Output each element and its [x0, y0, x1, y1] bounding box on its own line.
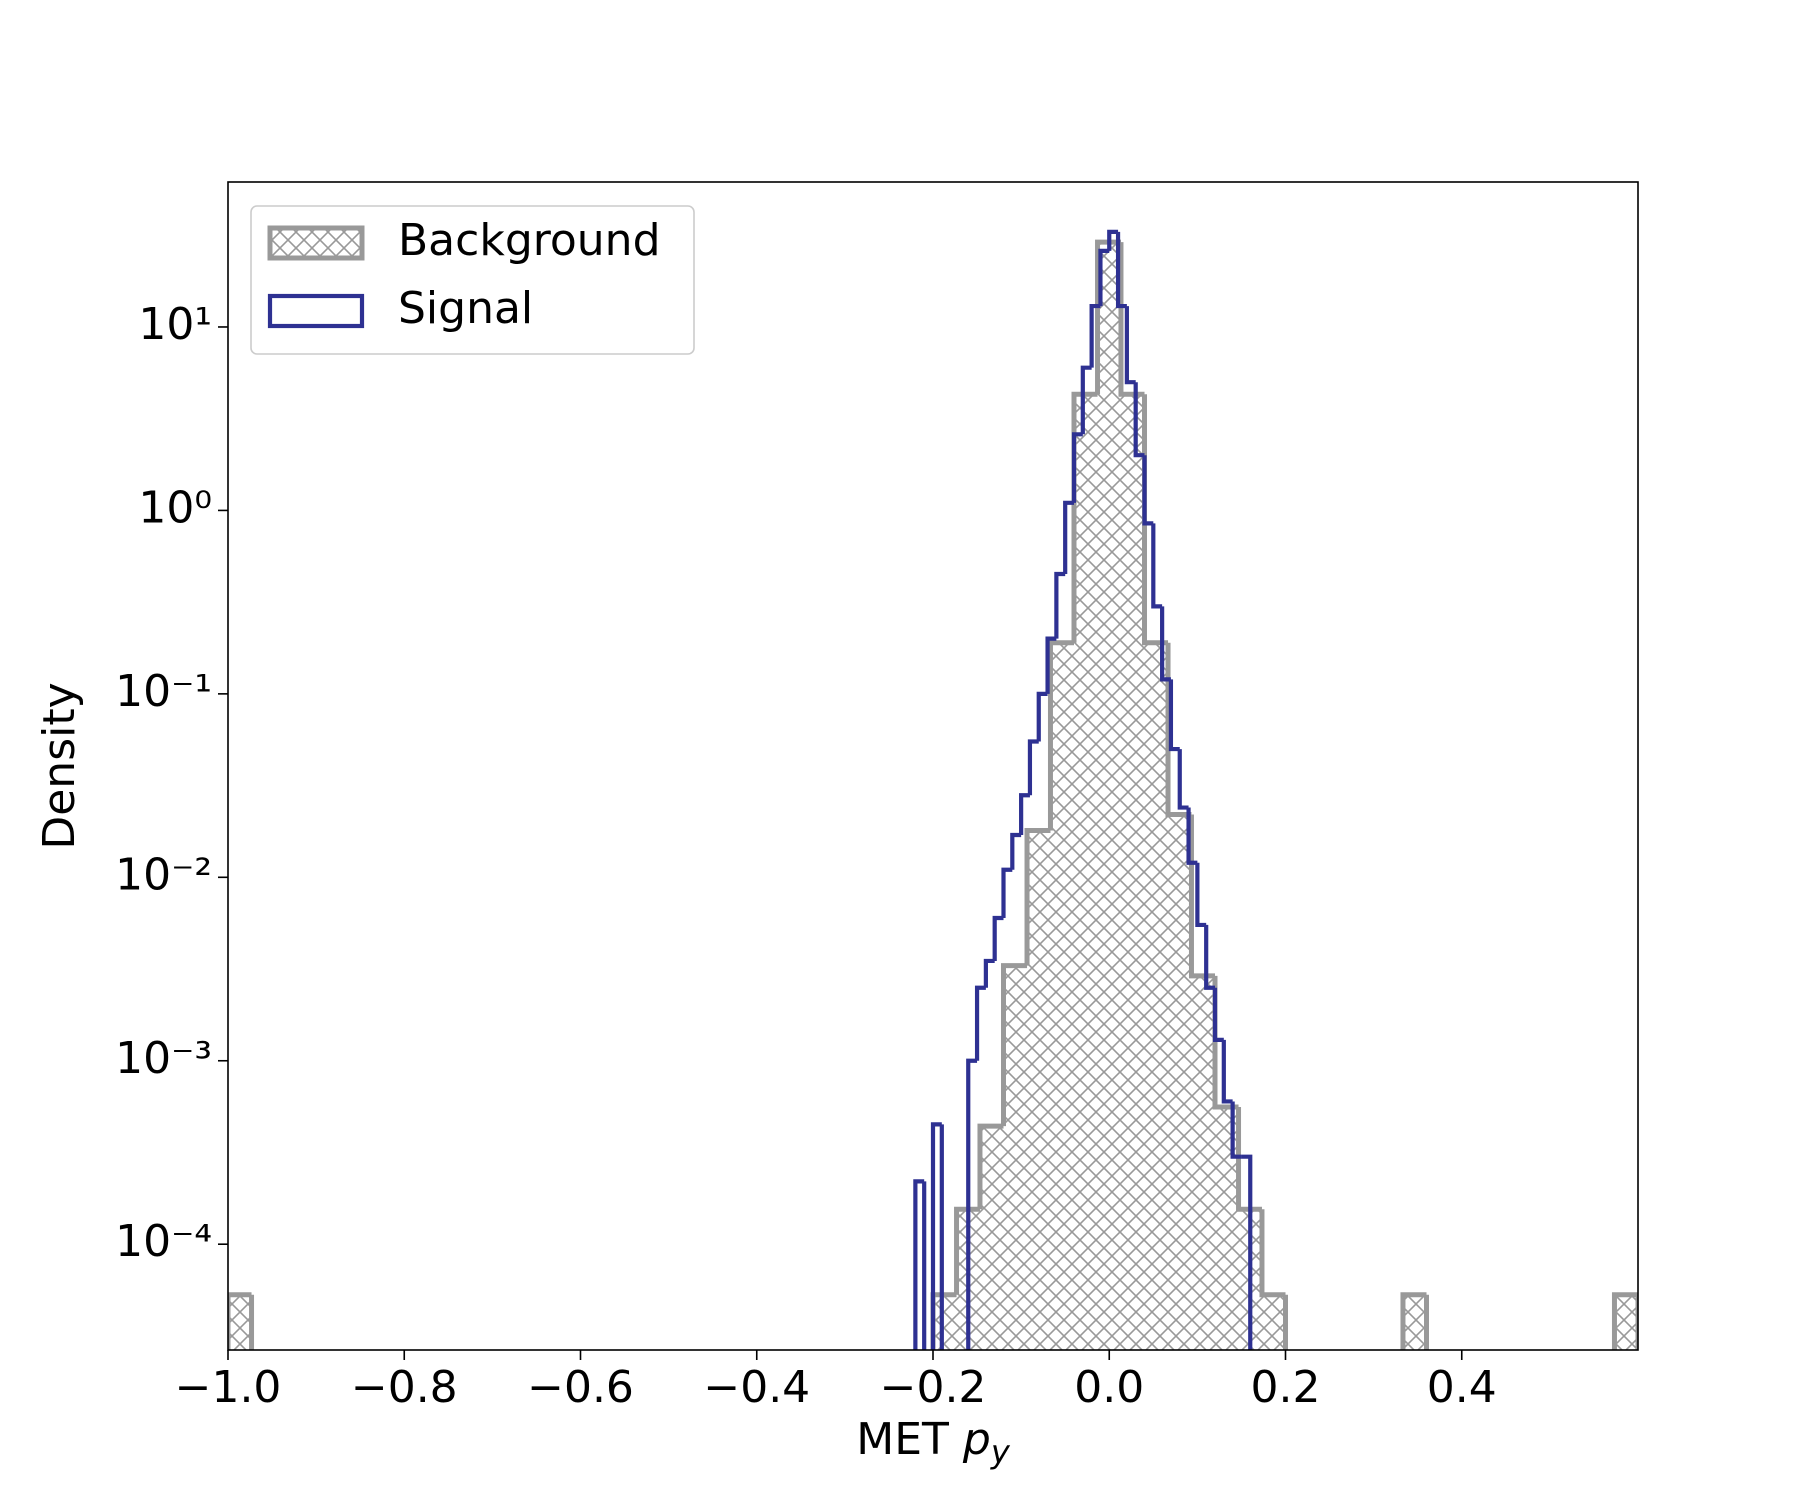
hist-step	[1611, 1292, 1638, 1350]
hist-bar-fill	[933, 1294, 957, 1350]
hist-step	[922, 1181, 927, 1350]
hist-step	[1089, 303, 1101, 368]
plot-area	[228, 229, 1638, 1350]
x-tick-label: −0.2	[880, 1362, 987, 1413]
hist-step	[1165, 642, 1192, 817]
y-tick-label: 10⁻²	[115, 849, 212, 900]
hist-bar-fill	[1144, 642, 1169, 1350]
hist-bar-fill	[228, 1294, 252, 1350]
hist-step	[228, 1292, 252, 1350]
hist-step	[1204, 924, 1215, 990]
hist-step	[1221, 1039, 1233, 1104]
hist-step	[1063, 500, 1074, 575]
hist-step	[1071, 391, 1098, 643]
hist-bar-fill	[1168, 814, 1192, 1350]
hist-bar-fill	[1097, 242, 1121, 1350]
x-tick-label: −0.8	[351, 1362, 458, 1413]
hist-step	[1098, 248, 1110, 307]
hist-step	[1001, 963, 1028, 1127]
legend-swatch	[267, 225, 365, 261]
hist-step	[1151, 523, 1163, 609]
hist-step	[1027, 739, 1039, 796]
hist-step	[954, 1206, 980, 1295]
hist-bar-fill	[1027, 830, 1051, 1350]
hist-step	[1283, 1294, 1288, 1350]
hist-step	[1115, 231, 1127, 309]
hist-step	[977, 1123, 1004, 1210]
hist-step	[1400, 1292, 1427, 1350]
hist-bar-fill	[1074, 394, 1098, 1350]
hist-step	[913, 1179, 925, 1350]
hist-step	[983, 958, 995, 988]
hist-step	[1010, 832, 1022, 870]
x-axis-label: MET py	[856, 1414, 1011, 1471]
hist-bar-fill	[1614, 1294, 1638, 1350]
x-tick-label: −0.6	[527, 1362, 634, 1413]
x-label-sub: y	[990, 1433, 1011, 1471]
hist-step	[1177, 749, 1189, 810]
x-tick-label: 0.4	[1427, 1362, 1497, 1413]
x-tick-label: 0.2	[1251, 1362, 1321, 1413]
hist-step	[974, 985, 986, 1061]
hist-step	[1045, 636, 1057, 694]
x-tick-label: 0.0	[1074, 1362, 1144, 1413]
x-tick-label: −1.0	[175, 1362, 282, 1413]
y-tick-label: 10⁻¹	[115, 666, 212, 717]
hist-step	[930, 1122, 942, 1350]
hist-step	[1071, 432, 1083, 503]
hist-step	[1212, 987, 1224, 1042]
hist-step	[1080, 365, 1092, 435]
legend-label: Signal	[398, 283, 533, 334]
hist-step	[1168, 679, 1180, 752]
hist-step	[249, 1294, 255, 1350]
x-label-main: MET	[856, 1414, 963, 1465]
hist-step	[1036, 691, 1048, 742]
hist-step	[939, 1124, 944, 1350]
hist-bar-fill	[979, 1126, 1004, 1350]
hist-step	[1195, 862, 1207, 928]
hist-bar-fill	[1402, 1294, 1427, 1350]
hist-step	[1047, 640, 1074, 831]
hist-step	[1095, 239, 1121, 395]
hist-step	[1124, 306, 1136, 385]
hist-step	[966, 1058, 978, 1350]
hist-step	[992, 915, 1004, 961]
y-tick-label: 10⁰	[138, 482, 212, 533]
y-axis-label: Density	[34, 682, 85, 849]
hist-bar-fill	[1215, 1106, 1239, 1350]
hist-step	[1142, 455, 1154, 526]
hist-step	[1001, 867, 1013, 919]
x-tick-label: −0.4	[703, 1362, 810, 1413]
hist-bar-fill	[1191, 975, 1215, 1350]
hist-step	[1133, 382, 1145, 458]
legend-label: Background	[398, 215, 661, 266]
hist-bar-fill	[1003, 965, 1028, 1350]
hist-step	[1259, 1209, 1286, 1298]
y-tick-label: 10⁻³	[115, 1033, 212, 1084]
hist-step	[1024, 827, 1051, 966]
hist-step	[1236, 1106, 1262, 1212]
hist-bar-fill	[1050, 642, 1074, 1350]
hist-step	[1160, 606, 1171, 682]
legend-swatch	[267, 293, 365, 329]
hist-step	[1230, 1101, 1242, 1159]
hist-bar-fill	[1120, 394, 1145, 1350]
hist-step	[1107, 229, 1119, 251]
hist-bar-fill	[1261, 1294, 1286, 1350]
hist-step	[1241, 1154, 1253, 1350]
y-tick-label: 10⁻⁴	[115, 1216, 212, 1267]
hist-step	[1054, 571, 1066, 639]
legend: Background Signal	[250, 205, 695, 355]
hist-step	[1186, 807, 1198, 865]
hist-step	[1424, 1294, 1429, 1350]
y-tick-label: 10¹	[138, 299, 212, 350]
x-label-italic: p	[962, 1414, 991, 1465]
hist-step	[1019, 793, 1030, 836]
